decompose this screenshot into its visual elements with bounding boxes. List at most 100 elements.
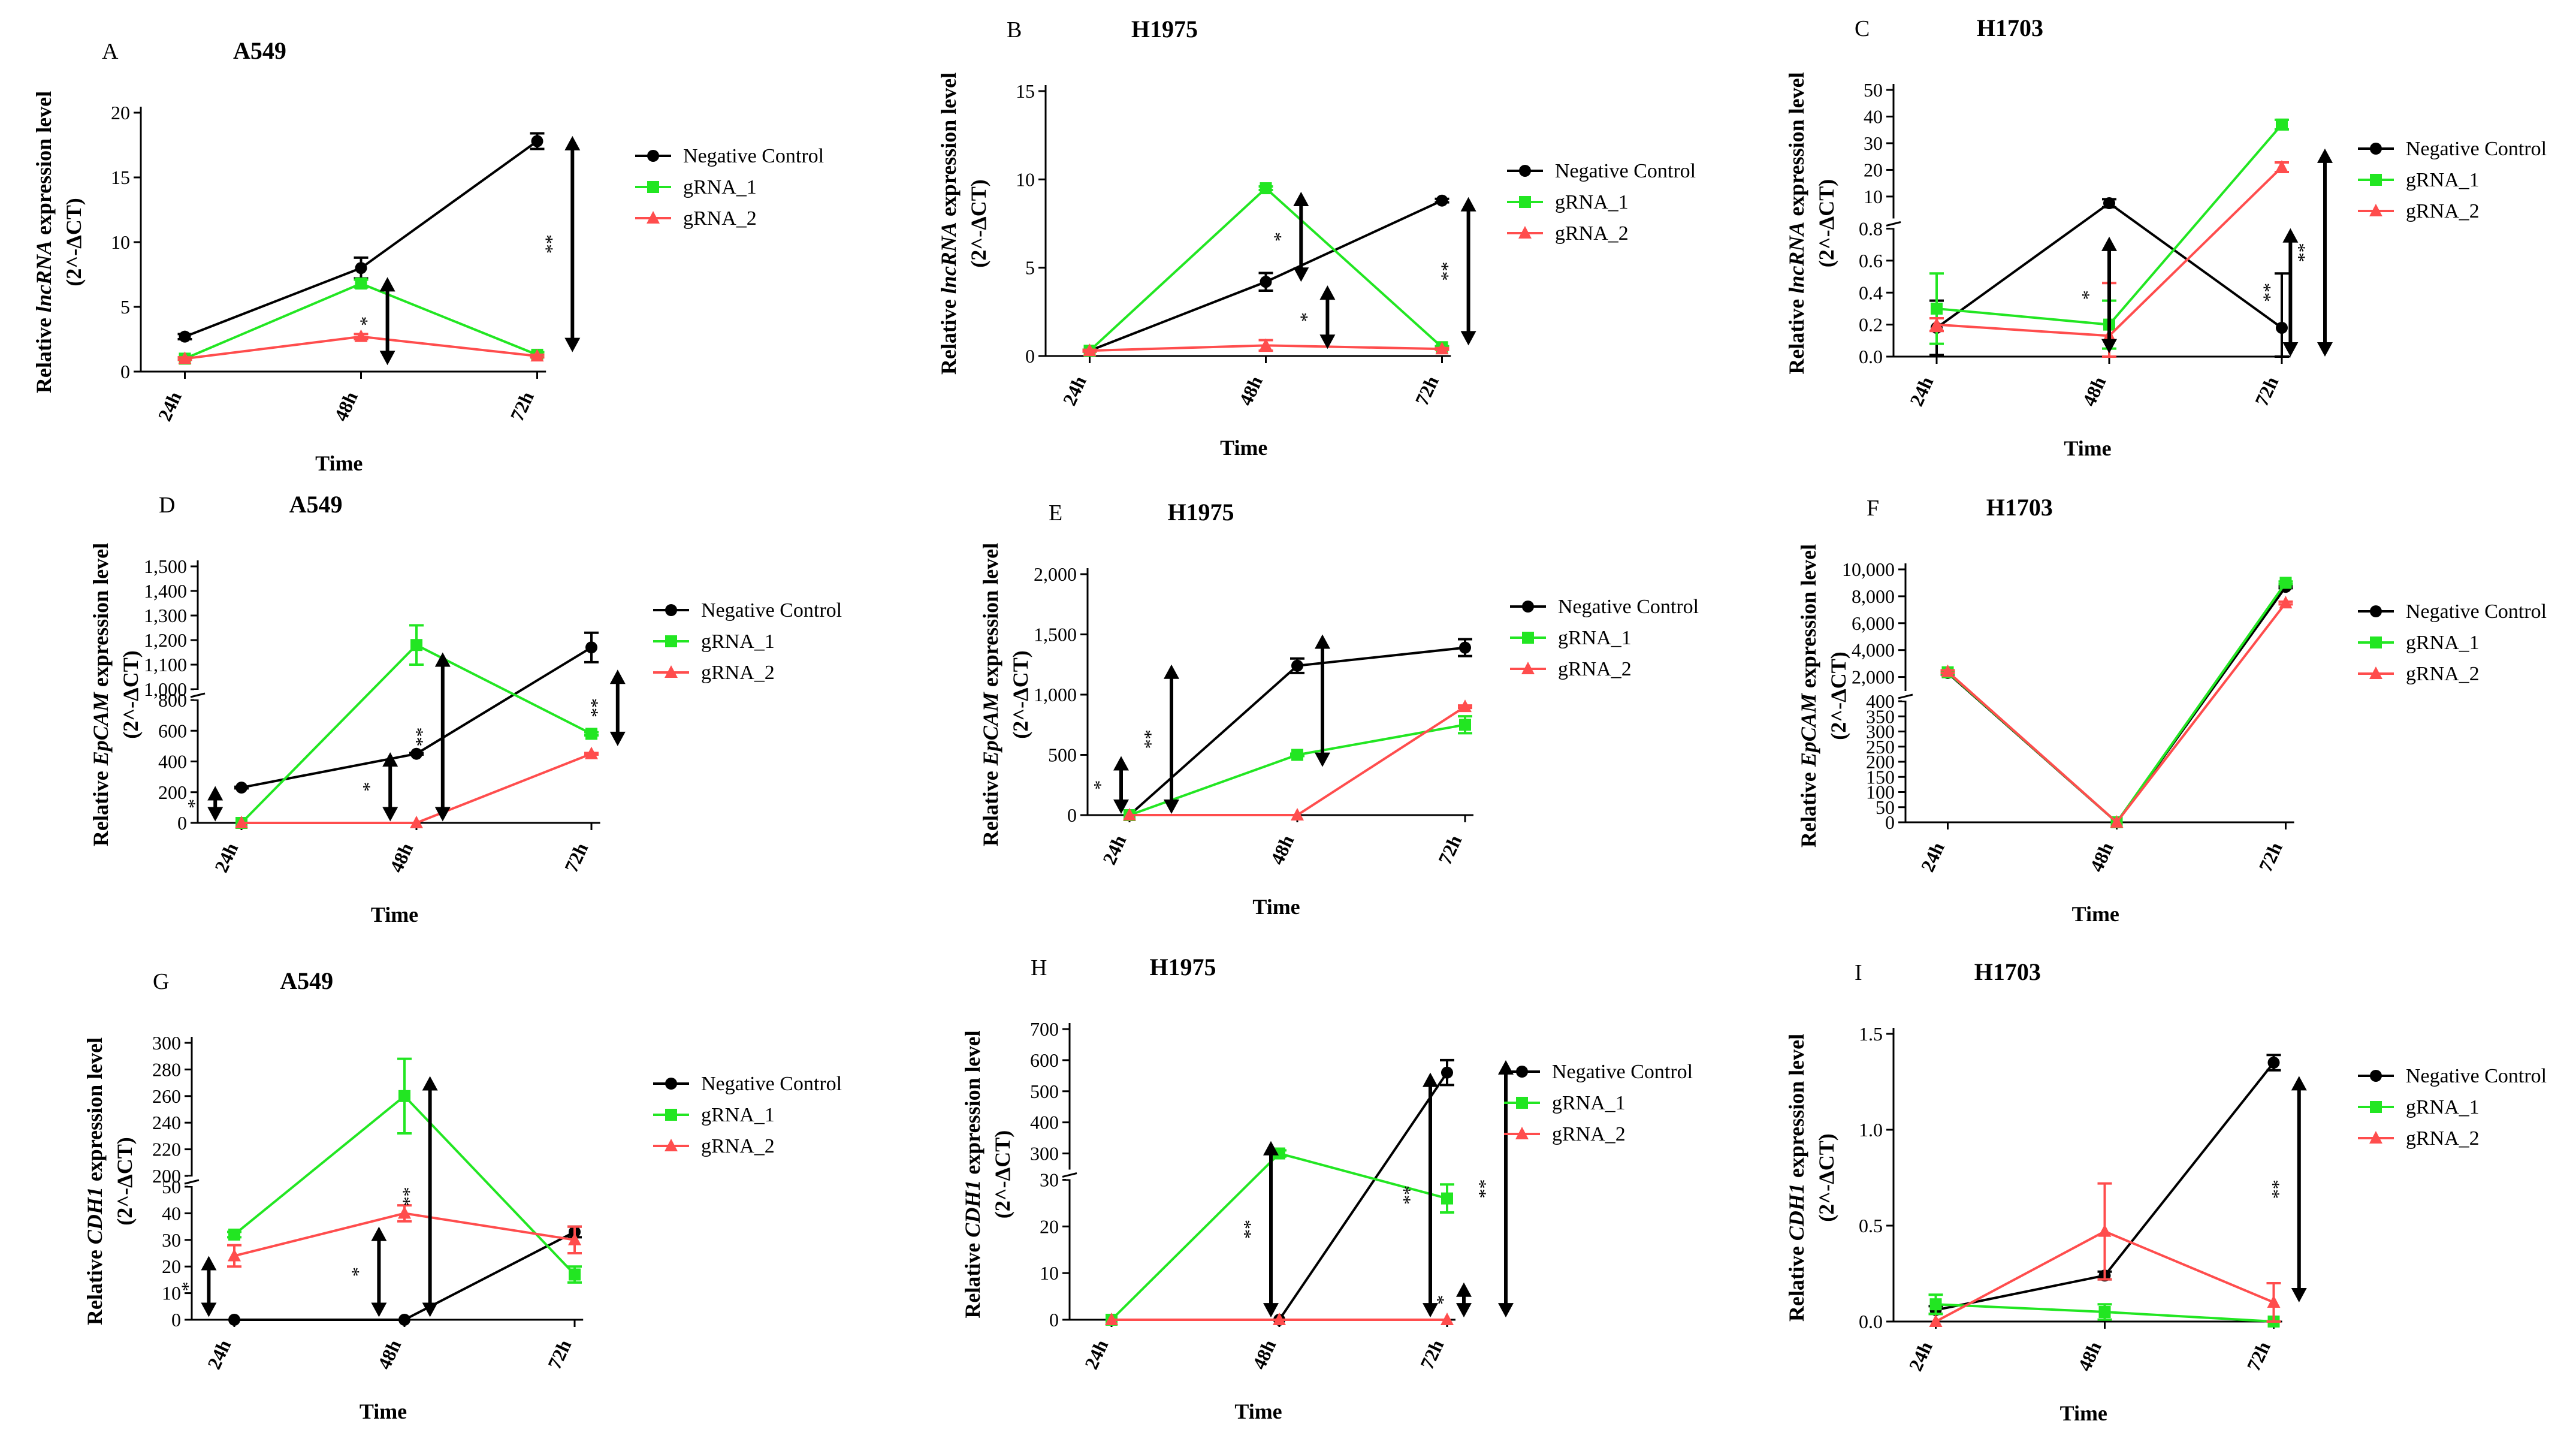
significance-arrow-head-down — [201, 1302, 217, 1317]
data-point — [1929, 1314, 1943, 1327]
panel-title: H1703 — [1974, 958, 2041, 985]
data-point — [410, 747, 422, 760]
significance-label: ** — [2267, 1179, 2289, 1199]
legend-swatch-marker — [665, 665, 678, 678]
significance-annotation: * — [2077, 236, 2117, 354]
legend-swatch-marker — [2369, 666, 2382, 679]
significance-label: ** — [1140, 729, 1161, 749]
significance-arrow-head-up — [609, 669, 626, 684]
significance-arrow-head-up — [422, 1076, 438, 1091]
x-axis-title: Time — [315, 451, 363, 475]
data-point — [235, 816, 248, 828]
legend-label: gRNA_1 — [2406, 1096, 2480, 1118]
legend-swatch-marker — [1519, 165, 1531, 177]
significance-arrow-head-down — [1263, 1303, 1279, 1318]
data-point — [1259, 338, 1273, 351]
y-tick-label: 0.5 — [1859, 1215, 1883, 1236]
significance-label: * — [347, 1267, 369, 1277]
y-tick-label: 100 — [1866, 782, 1895, 803]
significance-annotation: ** — [1140, 664, 1179, 814]
data-point — [1291, 749, 1303, 761]
significance-arrow-head-up — [1319, 285, 1336, 300]
data-point — [2279, 577, 2292, 589]
legend-label: gRNA_1 — [683, 176, 757, 198]
y-tick-label: 1,300 — [144, 605, 187, 626]
legend-swatch-marker — [665, 604, 677, 616]
x-axis-title: Time — [2064, 436, 2111, 460]
significance-arrow-head-up — [382, 752, 398, 767]
legend-label: Negative Control — [701, 599, 842, 622]
y-tick-label: 2,000 — [1852, 666, 1895, 688]
y-tick-label: 2,000 — [1034, 563, 1077, 585]
y-tick-label: 0 — [120, 361, 130, 382]
legend: Negative Control gRNA_1 gRNA_2 — [1510, 596, 1699, 680]
legend-swatch-marker — [2370, 605, 2382, 617]
data-point — [1291, 808, 1304, 820]
legend-swatch-marker — [647, 181, 659, 193]
panel-title: A549 — [289, 491, 343, 518]
significance-label: ** — [398, 1187, 420, 1206]
significance-arrow-head-down — [609, 731, 626, 746]
y-tick-label: 6,000 — [1852, 613, 1895, 634]
significance-arrow-head-down — [1460, 331, 1476, 346]
y-tick-label: 1,500 — [144, 556, 187, 577]
data-point — [530, 349, 544, 362]
significance-label: ** — [1474, 1179, 1496, 1198]
series-grna-2 — [1105, 1313, 1454, 1325]
y-tick-label: 400 — [1030, 1112, 1059, 1133]
y-axis-formula: (2^-ΔCT) — [1814, 179, 1838, 267]
significance-label: * — [1432, 1295, 1454, 1305]
significance-arrow-head-down — [564, 337, 581, 352]
legend-swatch-marker — [647, 150, 659, 162]
y-axis-title: Relative EpCAM expression level — [979, 543, 1002, 846]
y-tick-label: 800 — [158, 689, 187, 711]
data-point — [1273, 1313, 1286, 1325]
legend-label: Negative Control — [2406, 601, 2547, 623]
y-tick-label: 700 — [1030, 1018, 1059, 1040]
significance-arrow-head-up — [2317, 148, 2333, 163]
significance-arrow-head-down — [2291, 1288, 2307, 1302]
data-point — [1440, 1313, 1454, 1325]
data-point — [2098, 1306, 2111, 1318]
legend-label: gRNA_2 — [1555, 222, 1629, 245]
series-grna-2 — [227, 1204, 582, 1268]
data-point — [2110, 815, 2124, 828]
significance-arrow-head-down — [382, 807, 398, 822]
legend-swatch-marker — [1519, 196, 1531, 208]
y-tick-label: 1,000 — [1034, 684, 1077, 705]
y-tick-label: 15 — [111, 167, 130, 188]
significance-annotation: ** — [1437, 197, 1476, 346]
y-tick-label: 20 — [1864, 159, 1883, 180]
y-tick-label: 200 — [152, 1165, 181, 1187]
x-axis-title: Time — [2072, 902, 2119, 926]
significance-annotation: * — [347, 1226, 387, 1317]
significance-arrow-head-down — [207, 807, 224, 822]
significance-arrow-head-up — [1263, 1141, 1279, 1156]
data-point — [1459, 719, 1471, 731]
significance-arrow-head-up — [207, 786, 224, 801]
y-tick-label: 0.8 — [1859, 218, 1883, 240]
series-grna-2 — [235, 746, 599, 828]
data-point — [355, 277, 367, 290]
significance-arrow-head-up — [371, 1226, 387, 1241]
legend: Negative Control gRNA_1 gRNA_2 — [2358, 601, 2547, 685]
x-axis-title: Time — [2060, 1401, 2107, 1425]
legend: Negative Control gRNA_1 gRNA_2 — [1504, 1061, 1693, 1145]
series-grna-2 — [1940, 596, 2293, 828]
y-axis-title: Relative EpCAM expression level — [1796, 544, 1820, 847]
y-tick-label: 400 — [158, 751, 187, 773]
y-tick-label: 0.4 — [1859, 282, 1883, 303]
panel-letter: G — [153, 969, 169, 994]
data-point — [228, 1248, 241, 1262]
legend-swatch-marker — [665, 635, 677, 647]
significance-annotation: * — [358, 752, 398, 822]
legend-swatch-marker — [1516, 1097, 1528, 1109]
legend-label: gRNA_2 — [2406, 1127, 2480, 1150]
data-point — [410, 639, 422, 651]
significance-annotation: * — [356, 277, 395, 366]
significance-arrow-head-down — [1293, 267, 1309, 282]
